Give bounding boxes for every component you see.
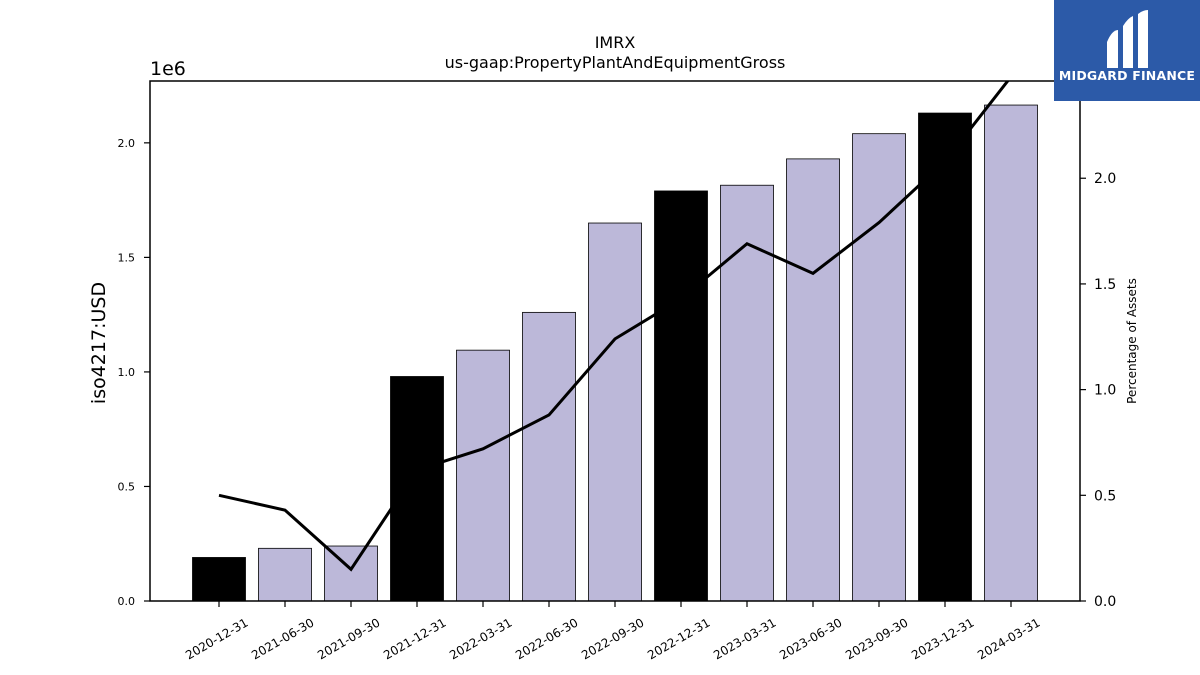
y-axis-label: iso4217:USD: [88, 282, 110, 404]
chart-subtitle: us-gaap:PropertyPlantAndEquipmentGross: [445, 53, 786, 72]
bar: [720, 184, 774, 602]
y-tick-label: 0.0: [118, 595, 136, 608]
logo: MIDGARD FINANCE: [1054, 0, 1200, 101]
series-line: [218, 81, 1010, 572]
x-tick-label: 2024-03-31: [975, 615, 1042, 662]
x-tick-label: 2023-03-31: [711, 615, 778, 662]
x-tick-label: 2022-09-30: [579, 615, 646, 662]
bar: [192, 557, 246, 602]
chart-title: IMRX: [595, 33, 636, 52]
bar: [522, 311, 576, 602]
y2-tick-label: 2.0: [1094, 171, 1116, 187]
bar: [918, 112, 972, 602]
bar: [786, 158, 840, 602]
bar: [456, 349, 510, 602]
y-tick-label: 2.0: [118, 137, 136, 150]
x-tick-label: 2023-12-31: [909, 615, 976, 662]
y2-tick-label: 1.0: [1094, 383, 1116, 399]
logo-text: MIDGARD FINANCE: [1058, 68, 1196, 83]
x-tick-label: 2021-06-30: [249, 615, 316, 662]
x-tick-label: 2022-06-30: [513, 615, 580, 662]
y2-tick-label: 0.5: [1094, 488, 1116, 504]
bar: [258, 547, 312, 602]
bars-group: [192, 104, 1038, 602]
bar: [390, 376, 444, 602]
x-tick-label: 2020-12-31: [183, 615, 250, 662]
x-tick-label: 2023-06-30: [777, 615, 844, 662]
y2-tick-label: 0.0: [1094, 594, 1116, 610]
y-tick-label: 1.0: [118, 366, 136, 379]
x-tick-label: 2021-12-31: [381, 615, 448, 662]
y-offset-label: 1e6: [150, 58, 186, 80]
logo-mark-icon: [1107, 10, 1148, 68]
y2-axis-label: Percentage of Assets: [1125, 278, 1139, 404]
x-tick-label: 2022-12-31: [645, 615, 712, 662]
x-tick-label: 2022-03-31: [447, 615, 514, 662]
x-tick-label: 2023-09-30: [843, 615, 910, 662]
bar: [588, 222, 642, 602]
bar: [654, 190, 708, 602]
y-tick-label: 1.5: [118, 251, 136, 264]
bar: [984, 104, 1038, 602]
y2-tick-label: 1.5: [1094, 277, 1116, 293]
y-tick-label: 0.5: [118, 480, 136, 493]
line-group: [218, 81, 1010, 572]
bar: [852, 133, 906, 602]
x-tick-label: 2021-09-30: [315, 615, 382, 662]
